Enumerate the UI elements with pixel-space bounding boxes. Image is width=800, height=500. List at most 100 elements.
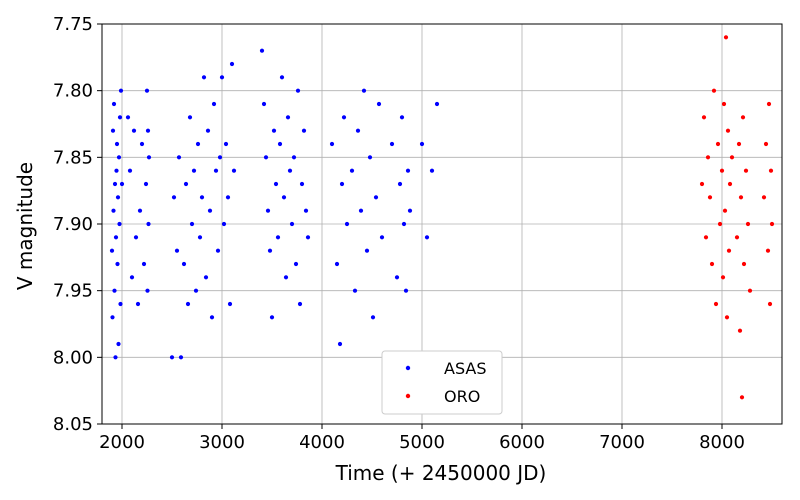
asas-data-point bbox=[145, 288, 150, 293]
y-tick-label: 7.80 bbox=[53, 81, 93, 102]
asas-data-point bbox=[133, 235, 139, 240]
asas-data-point bbox=[217, 155, 223, 160]
asas-data-point bbox=[259, 48, 265, 53]
oro-data-point bbox=[766, 101, 772, 107]
asas-data-point bbox=[187, 115, 193, 120]
asas-data-point bbox=[125, 115, 131, 120]
asas-data-point bbox=[361, 88, 367, 93]
oro-data-point bbox=[725, 128, 731, 133]
asas-data-point bbox=[112, 181, 118, 187]
legend-box bbox=[381, 350, 503, 415]
data-points bbox=[109, 35, 775, 400]
asas-data-point bbox=[364, 248, 370, 253]
asas-data-point bbox=[305, 235, 311, 240]
asas-data-point bbox=[334, 261, 340, 267]
oro-data-point bbox=[761, 195, 767, 200]
asas-data-point bbox=[301, 128, 307, 133]
oro-data-point bbox=[705, 155, 711, 160]
oro-data-point bbox=[703, 235, 709, 240]
asas-data-point bbox=[281, 195, 287, 200]
asas-data-point bbox=[117, 221, 122, 227]
asas-data-point bbox=[293, 261, 299, 267]
asas-data-point bbox=[269, 315, 275, 320]
asas-data-point bbox=[113, 355, 118, 360]
asas-data-point bbox=[113, 235, 119, 240]
asas-data-point bbox=[191, 168, 197, 173]
y-tick-label: 7.75 bbox=[53, 14, 93, 35]
asas-data-point bbox=[401, 221, 407, 227]
oro-data-point bbox=[717, 221, 723, 227]
oro-data-point bbox=[763, 141, 769, 147]
oro-data-point bbox=[720, 275, 726, 280]
oro-data-point bbox=[740, 115, 746, 120]
asas-data-point bbox=[109, 248, 115, 253]
x-tick-label: 3000 bbox=[199, 432, 245, 453]
oro-data-point bbox=[736, 141, 742, 147]
oro-data-point bbox=[747, 288, 753, 293]
asas-data-point bbox=[171, 195, 177, 200]
asas-data-point bbox=[178, 355, 184, 360]
asas-data-point bbox=[139, 141, 145, 147]
asas-data-point bbox=[115, 261, 120, 267]
asas-data-point bbox=[389, 141, 395, 147]
asas-data-point bbox=[297, 301, 303, 307]
oro-data-point bbox=[726, 248, 732, 253]
asas-data-point bbox=[285, 115, 291, 120]
asas-data-point bbox=[376, 101, 382, 107]
asas-data-point bbox=[225, 195, 231, 200]
y-tick-label: 7.95 bbox=[53, 281, 93, 302]
asas-data-point bbox=[349, 168, 355, 173]
oro-data-point bbox=[721, 101, 727, 107]
asas-data-point bbox=[145, 128, 151, 133]
asas-data-point bbox=[201, 75, 207, 80]
asas-data-point bbox=[424, 235, 430, 240]
asas-data-point bbox=[419, 141, 425, 147]
oro-data-point bbox=[737, 328, 743, 333]
x-tick-label: 8000 bbox=[699, 432, 745, 453]
legend-label-oro: ORO bbox=[444, 387, 480, 406]
asas-data-point bbox=[263, 155, 269, 160]
asas-data-point bbox=[193, 288, 199, 293]
asas-data-point bbox=[295, 88, 301, 93]
asas-data-point bbox=[207, 208, 213, 213]
asas-data-point bbox=[219, 75, 225, 80]
asas-data-point bbox=[231, 168, 237, 173]
asas-data-point bbox=[223, 141, 229, 147]
asas-data-point bbox=[407, 208, 413, 213]
oro-data-point bbox=[719, 168, 725, 173]
asas-data-point bbox=[397, 181, 403, 187]
y-tick-label: 7.85 bbox=[53, 147, 93, 168]
asas-data-point bbox=[403, 288, 409, 293]
y-axis-label: V magnitude bbox=[13, 162, 37, 290]
asas-data-point bbox=[176, 155, 182, 160]
asas-data-point bbox=[119, 181, 125, 187]
oro-data-point bbox=[699, 181, 705, 187]
asas-data-point bbox=[273, 181, 279, 187]
x-tick-label: 5000 bbox=[399, 432, 445, 453]
asas-data-point bbox=[144, 88, 150, 93]
asas-data-point bbox=[299, 181, 305, 187]
asas-data-point bbox=[116, 155, 122, 160]
x-ticks: 2000 3000 4000 5000 6000 7000 8000 bbox=[99, 424, 745, 453]
asas-data-point bbox=[195, 141, 201, 147]
asas-data-point bbox=[271, 128, 277, 133]
oro-data-point bbox=[739, 395, 745, 400]
asas-data-point bbox=[373, 195, 379, 200]
asas-data-point bbox=[211, 101, 217, 107]
asas-data-point bbox=[213, 168, 219, 173]
oro-data-point bbox=[738, 195, 744, 200]
asas-data-point bbox=[146, 221, 151, 227]
oro-data-point bbox=[727, 181, 733, 187]
asas-data-point bbox=[261, 101, 267, 107]
asas-data-point bbox=[127, 168, 133, 173]
oro-data-point bbox=[769, 221, 775, 227]
oro-data-point bbox=[715, 141, 721, 147]
asas-data-point bbox=[197, 235, 203, 240]
asas-data-point bbox=[135, 301, 141, 307]
asas-data-point bbox=[267, 248, 273, 253]
oro-data-point bbox=[711, 88, 717, 93]
oro-data-point bbox=[729, 155, 735, 160]
asas-data-point bbox=[117, 115, 123, 120]
legend-marker-oro bbox=[405, 393, 411, 399]
